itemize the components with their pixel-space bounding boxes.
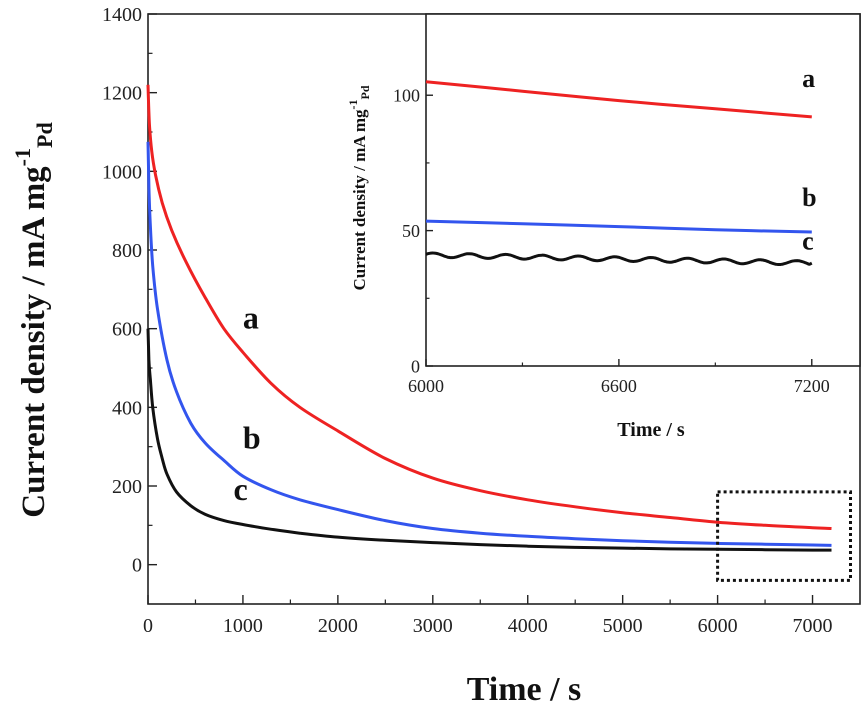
inset-y-axis: 0 50 100 [393, 86, 433, 376]
main-x-tick-label: 2000 [318, 615, 358, 637]
main-y-tick-label: 1400 [102, 4, 142, 26]
main-curve-label-c: c [233, 471, 247, 507]
inset-curve-label-a: a [802, 64, 815, 93]
inset-series-b-line [425, 219, 812, 234]
main-x-axis: 0 1000 2000 3000 4000 5000 6000 7000 [143, 595, 833, 637]
inset-x-tick-label: 6000 [408, 376, 444, 396]
inset-y-tick-label: 50 [402, 221, 420, 241]
main-y-axis-title: Current density / mA mg-1Pd [10, 122, 57, 517]
inset-y-axis-title-sup: -1 [346, 100, 360, 110]
main-x-tick-label: 5000 [603, 615, 643, 637]
inset-series-group [425, 80, 813, 267]
inset-x-tick-label: 7200 [794, 376, 830, 396]
main-y-tick-label: 400 [112, 397, 142, 419]
main-series-c-line [146, 328, 832, 552]
inset-x-axis-title: Time / s [617, 419, 685, 441]
main-y-tick-label: 600 [112, 319, 142, 341]
main-series-b-line [146, 141, 832, 547]
inset-y-axis-title-sub: Pd [358, 85, 372, 99]
inset-x-axis: 6000 6600 7200 [408, 359, 830, 396]
main-y-tick-label: 1000 [102, 161, 142, 183]
main-y-axis-title-text: Current density / mA mg [16, 166, 52, 518]
main-x-tick-label: 6000 [698, 615, 738, 637]
main-y-axis: 0 200 400 600 800 1000 1200 1400 [102, 4, 157, 577]
main-x-tick-label: 7000 [793, 615, 833, 637]
main-x-axis-title: Time / s [467, 671, 582, 708]
inset-curve-label-b: b [802, 183, 816, 212]
inset-background [426, 14, 860, 366]
main-curve-labels: a bc [233, 300, 260, 507]
main-y-axis-title-sup: -1 [10, 148, 35, 166]
inset-y-tick-label: 0 [411, 356, 420, 376]
zoom-region-box [716, 490, 853, 582]
inset-series-a-line [425, 80, 812, 119]
inset-curve-labels: a bc [802, 64, 816, 255]
main-x-tick-label: 4000 [508, 615, 548, 637]
main-x-tick-label: 1000 [223, 615, 263, 637]
inset-x-tick-label: 6600 [601, 376, 637, 396]
main-y-tick-label: 800 [112, 240, 142, 262]
main-x-tick-label: 3000 [413, 615, 453, 637]
main-x-tick-label: 0 [143, 615, 153, 637]
main-y-tick-label: 200 [112, 476, 142, 498]
inset-y-axis-title-text: Current density / mA mg [350, 109, 369, 291]
inset-y-axis-title: Current density / mA mg-1Pd [346, 85, 372, 290]
main-curve-label-b: b [243, 420, 261, 456]
main-series-a-line [146, 84, 832, 530]
zoom-region-rect [716, 490, 853, 582]
main-curve-label-a: a [243, 300, 259, 336]
main-series-group [146, 84, 832, 552]
main-y-tick-label: 0 [132, 555, 142, 577]
inset-curve-label-c: c [802, 227, 814, 256]
main-y-tick-label: 1200 [102, 83, 142, 105]
inset-plot-frame [425, 13, 861, 367]
main-y-axis-title-sub: Pd [32, 122, 57, 148]
inset-y-tick-label: 100 [393, 86, 420, 106]
inset-series-c-line [425, 251, 813, 267]
